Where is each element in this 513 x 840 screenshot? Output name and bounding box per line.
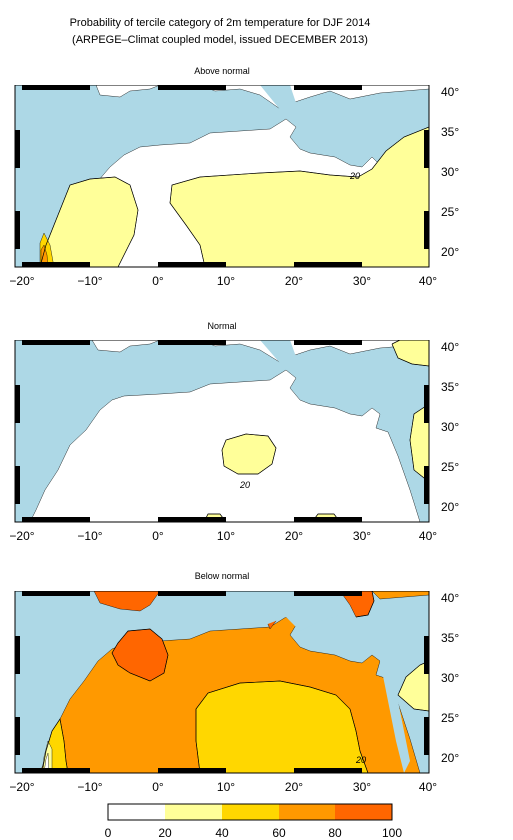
y-tick-label: 35°	[441, 380, 459, 394]
map-border-ticks	[15, 340, 429, 522]
x-tick-label: 20°	[285, 274, 303, 288]
colorbar-swatch-20-40	[165, 804, 222, 820]
panel-title-below: Below normal	[194, 571, 250, 581]
y-tick-label: 20°	[441, 500, 459, 514]
europe-landmass	[371, 591, 429, 600]
sea-area	[380, 651, 410, 773]
map-border-ticks	[15, 591, 429, 773]
y-tick-label: 40°	[441, 340, 459, 354]
x-tick-label: −20°	[9, 274, 34, 288]
colorbar-swatch-60-80	[279, 804, 335, 820]
contour-label: 20	[355, 755, 366, 765]
x-tick-label: −20°	[9, 529, 34, 543]
x-tick-label: 0°	[152, 780, 164, 794]
europe-landmass	[91, 340, 429, 367]
colorbar-swatch-80-100	[335, 804, 392, 820]
map-panel-above-normal: 20 40° 35° 30° 25° 20° −20° −10° 0° 10° …	[9, 85, 459, 288]
sea-area	[260, 85, 300, 117]
sea-area	[160, 591, 340, 631]
contour-label: 20	[349, 171, 360, 181]
x-tick-label: 40°	[419, 274, 437, 288]
x-tick-label: 40°	[419, 529, 437, 543]
x-tick-label: 10°	[217, 274, 235, 288]
colorbar-label: 20	[158, 826, 172, 840]
x-tick-label: −10°	[77, 274, 102, 288]
map-border-ticks	[15, 85, 429, 267]
y-tick-label: 40°	[441, 591, 459, 605]
y-tick-label: 20°	[441, 751, 459, 765]
x-tick-label: 30°	[353, 780, 371, 794]
page-title: Probability of tercile category of 2m te…	[69, 17, 371, 29]
x-tick-label: −10°	[77, 529, 102, 543]
colorbar-label: 100	[382, 826, 402, 840]
y-tick-label: 25°	[441, 460, 459, 474]
x-tick-label: 20°	[285, 529, 303, 543]
y-tick-label: 35°	[441, 125, 459, 139]
y-tick-label: 30°	[441, 165, 459, 179]
page-subtitle: (ARPEGE–Climat coupled model, issued DEC…	[72, 34, 368, 46]
x-tick-label: 20°	[285, 780, 303, 794]
map-panel-below-normal: 20 40° 35° 30° 25° 20° −20° −10° 0° 10° …	[9, 591, 459, 794]
panel-title-normal: Normal	[207, 321, 237, 331]
colorbar-label: 80	[328, 826, 342, 840]
colorbar-label: 40	[215, 826, 229, 840]
y-tick-label: 20°	[441, 245, 459, 259]
probability-region-80-100	[93, 591, 161, 612]
y-tick-label: 25°	[441, 205, 459, 219]
y-tick-label: 30°	[441, 671, 459, 685]
colorbar-swatch-40-60	[222, 804, 279, 820]
x-tick-label: −20°	[9, 780, 34, 794]
colorbar-swatch-0-20	[108, 804, 165, 820]
panel-title-above: Above normal	[194, 66, 250, 76]
contour-label: 20	[239, 480, 250, 490]
y-tick-label: 35°	[441, 631, 459, 645]
colorbar: 0 20 40 60 80 100	[105, 803, 402, 840]
sea-area	[260, 340, 300, 370]
x-tick-label: 10°	[217, 780, 235, 794]
x-tick-label: 10°	[217, 529, 235, 543]
probability-region-60-80	[40, 244, 49, 267]
x-tick-label: 40°	[419, 780, 437, 794]
x-tick-label: 30°	[353, 529, 371, 543]
europe-landmass	[95, 85, 429, 114]
x-tick-label: 30°	[353, 274, 371, 288]
x-tick-label: −10°	[77, 780, 102, 794]
x-tick-label: 0°	[152, 529, 164, 543]
colorbar-label: 0	[105, 826, 112, 840]
colorbar-label: 60	[272, 826, 286, 840]
map-panel-normal: 20 40° 35° 30° 25° 20° −20° −10° 0° 10° …	[9, 340, 459, 543]
y-tick-label: 40°	[441, 85, 459, 99]
y-tick-label: 25°	[441, 711, 459, 725]
y-tick-label: 30°	[441, 420, 459, 434]
x-tick-label: 0°	[152, 274, 164, 288]
